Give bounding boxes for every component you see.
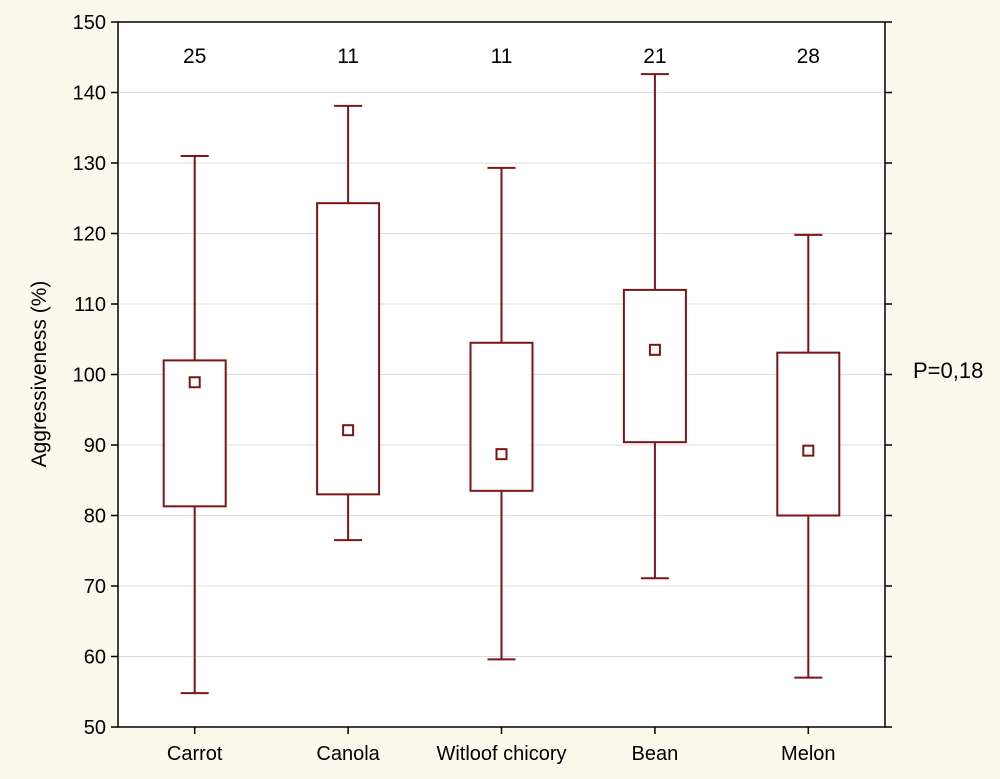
mean-marker — [495, 448, 508, 461]
mean-marker — [342, 424, 355, 437]
y-tick-label: 120 — [73, 224, 106, 246]
p-value-annotation: P=0,18 — [913, 358, 983, 383]
y-tick-label: 80 — [84, 506, 106, 528]
y-tick-label: 60 — [84, 647, 106, 669]
count-label: 11 — [337, 45, 359, 68]
box-rect — [776, 351, 841, 517]
count-label: 21 — [643, 45, 666, 68]
count-label: 28 — [797, 45, 820, 68]
count-label: 11 — [491, 45, 513, 68]
y-tick-label: 100 — [73, 365, 106, 387]
box-rect — [469, 341, 534, 492]
y-tick-label: 130 — [73, 153, 106, 175]
mean-marker — [802, 444, 815, 457]
y-tick-label: 110 — [74, 294, 106, 316]
y-tick-label: 70 — [84, 576, 106, 598]
y-axis-ticks: 50 60 70 80 90 100 110 120 130 140 150 — [73, 12, 892, 739]
mean-marker — [648, 343, 661, 356]
x-tick-label: Canola — [316, 743, 380, 765]
x-tick-label: Melon — [781, 743, 835, 765]
y-tick-label: 150 — [73, 12, 106, 34]
y-tick-label: 90 — [84, 435, 106, 457]
box-rect — [316, 202, 381, 496]
y-axis-label: Aggressiveness (%) — [28, 281, 51, 468]
x-tick-label: Witloof chicory — [436, 743, 566, 765]
y-tick-label: 50 — [84, 717, 106, 739]
x-axis-labels: Carrot Canola Witloof chicory Bean Melon — [167, 727, 836, 765]
count-label: 25 — [183, 45, 206, 68]
count-labels: 25 11 11 21 28 — [183, 45, 820, 68]
x-tick-label: Bean — [632, 743, 679, 765]
y-tick-label: 140 — [73, 83, 106, 105]
x-tick-label: Carrot — [167, 743, 223, 765]
box-rect — [622, 288, 687, 444]
box-series — [162, 73, 841, 695]
mean-marker — [188, 376, 201, 389]
